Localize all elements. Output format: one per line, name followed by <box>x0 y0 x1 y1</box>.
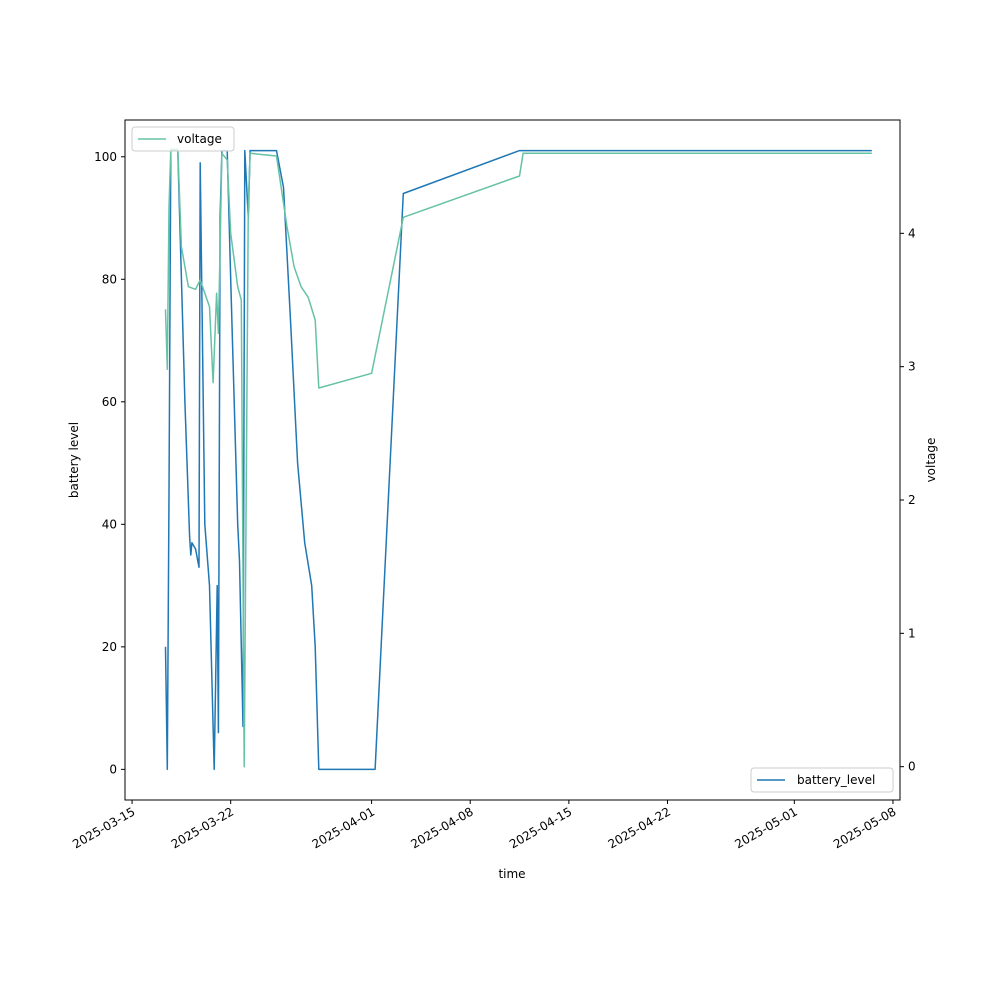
x-tick-label: 2025-03-15 <box>70 804 137 851</box>
x-tick-label: 2025-05-01 <box>732 804 799 851</box>
right-tick-label: 2 <box>908 493 916 507</box>
left-tick-label: 100 <box>94 150 117 164</box>
plot-lines <box>164 148 872 771</box>
right-tick-label: 0 <box>908 760 916 774</box>
right-tick-label: 1 <box>908 626 916 640</box>
legend-battery-level-label: battery_level <box>797 773 875 787</box>
right-tick-label: 3 <box>908 360 916 374</box>
x-tick-label: 2025-04-08 <box>408 804 475 851</box>
legend-battery-level-box <box>750 767 894 793</box>
x-axis-ticks: 2025-03-15 2025-03-22 2025-04-01 2025-04-08… <box>70 800 898 851</box>
x-tick-label: 2025-05-08 <box>831 804 898 851</box>
right-tick-label: 4 <box>908 226 916 240</box>
legend-voltage[interactable]: voltage <box>131 126 235 152</box>
legend-battery-level[interactable]: battery_level <box>750 767 894 793</box>
legend-voltage-box <box>131 126 235 152</box>
x-tick-label: 2025-03-22 <box>169 804 236 851</box>
left-tick-label: 0 <box>109 762 117 776</box>
right-axis-ticks: 0 1 2 3 4 <box>900 226 916 774</box>
left-axis-ticks: 0 20 40 60 80 100 <box>94 150 125 776</box>
x-tick-label: 2025-04-01 <box>310 804 377 851</box>
series-line-battery-level <box>164 149 872 771</box>
series-line-voltage <box>164 148 872 768</box>
plot-frame <box>124 119 901 801</box>
left-tick-label: 20 <box>102 640 117 654</box>
x-tick-label: 2025-04-15 <box>507 804 574 851</box>
left-tick-label: 80 <box>102 272 117 286</box>
left-axis-label: battery level <box>67 422 81 498</box>
x-tick-label: 2025-04-22 <box>606 804 673 851</box>
right-axis-label: voltage <box>924 438 938 483</box>
left-tick-label: 60 <box>102 395 117 409</box>
left-tick-label: 40 <box>102 517 117 531</box>
x-axis-label: time <box>498 867 525 881</box>
legend-voltage-label: voltage <box>177 132 222 146</box>
